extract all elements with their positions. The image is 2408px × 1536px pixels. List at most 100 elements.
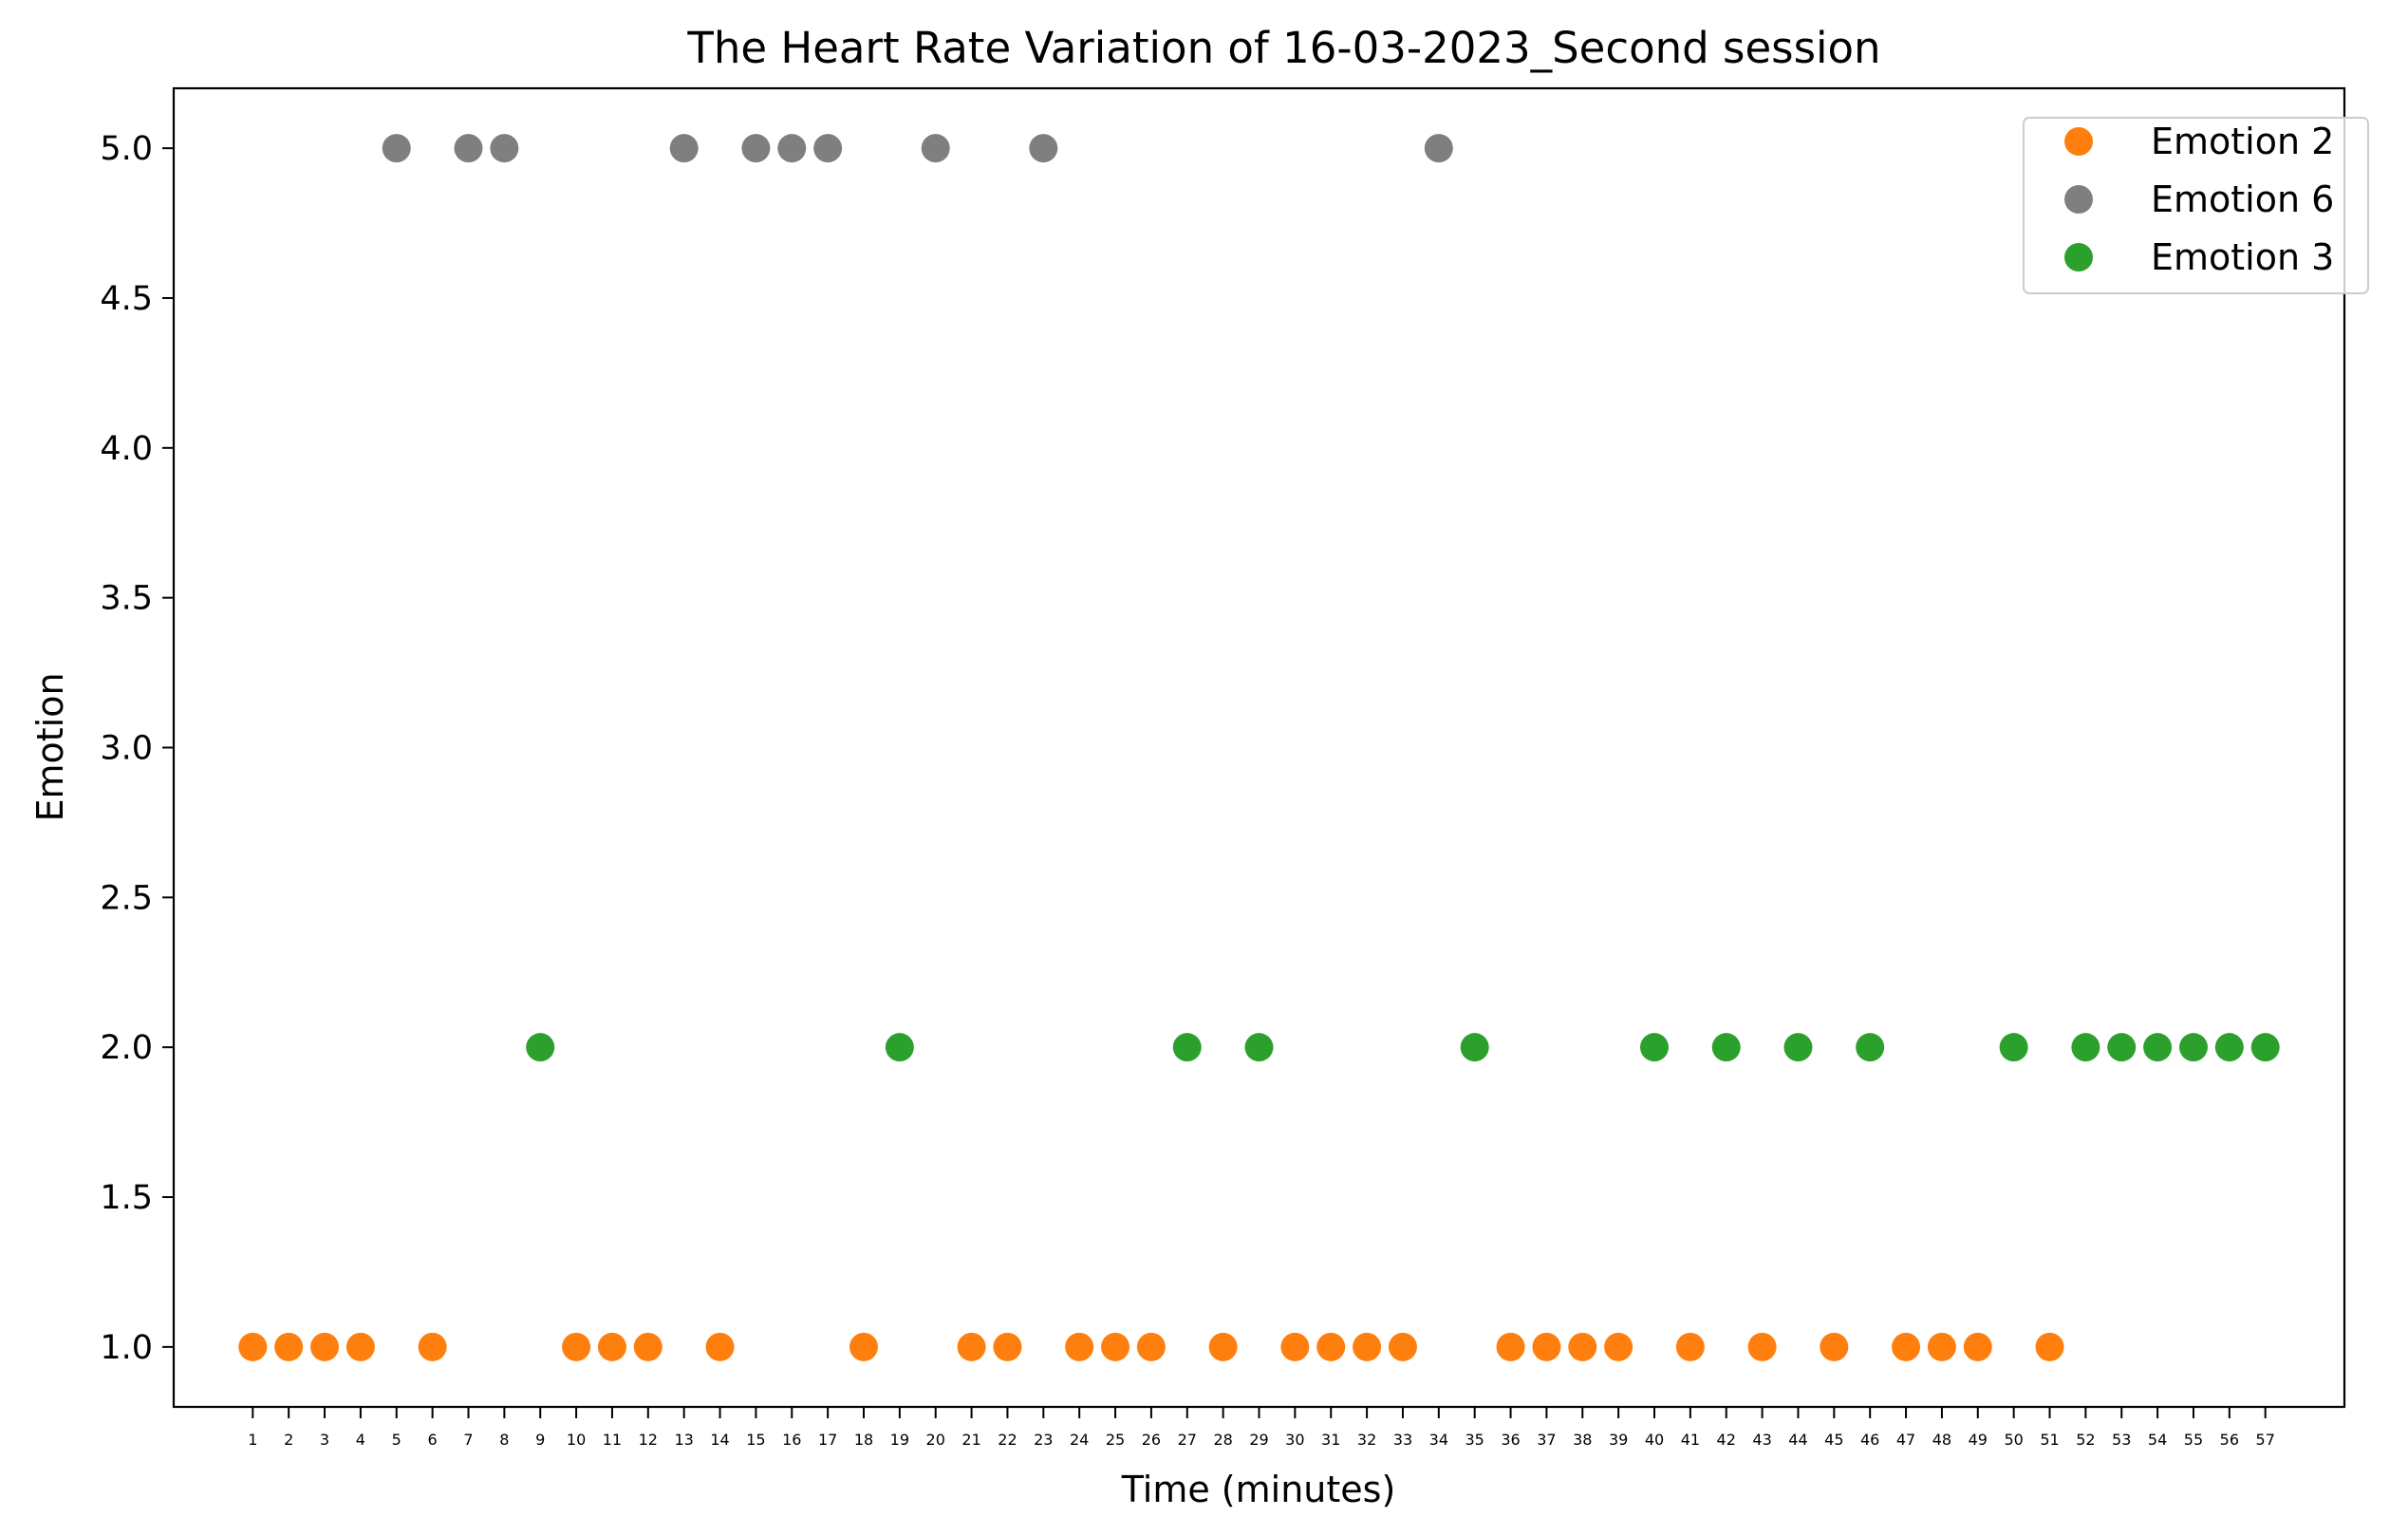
legend-label: Emotion 6 xyxy=(2151,178,2334,220)
legend-marker xyxy=(2064,185,2093,214)
x-tick-label: 40 xyxy=(1645,1431,1664,1449)
data-point xyxy=(1568,1332,1597,1361)
x-tick-label: 9 xyxy=(535,1431,545,1449)
data-point xyxy=(777,134,807,163)
data-point xyxy=(957,1332,986,1361)
data-point xyxy=(1460,1033,1489,1062)
data-point xyxy=(274,1332,304,1361)
data-point xyxy=(741,134,771,163)
y-tick-label: 2.0 xyxy=(100,1029,153,1067)
data-point xyxy=(813,134,843,163)
x-tick-label: 50 xyxy=(2004,1431,2023,1449)
x-tick-label: 35 xyxy=(1465,1431,1484,1449)
x-tick-label: 52 xyxy=(2076,1431,2095,1449)
data-point xyxy=(1783,1033,1813,1062)
data-point xyxy=(1640,1033,1670,1062)
data-point xyxy=(490,134,519,163)
x-tick-label: 7 xyxy=(463,1431,473,1449)
x-tick-label: 41 xyxy=(1681,1431,1700,1449)
data-point xyxy=(345,1332,375,1361)
x-tick-label: 44 xyxy=(1788,1431,1807,1449)
data-point xyxy=(849,1332,878,1361)
data-point xyxy=(1496,1332,1525,1361)
data-point xyxy=(562,1332,591,1361)
x-tick-label: 39 xyxy=(1609,1431,1628,1449)
y-axis: 1.0 1.5 2.0 2.5 3.0 3.5 4.0 4.5 5.0 xyxy=(100,130,174,1367)
x-tick-label: 8 xyxy=(499,1431,509,1449)
x-tick-label: 43 xyxy=(1752,1431,1771,1449)
x-tick-label: 18 xyxy=(854,1431,873,1449)
data-point xyxy=(1172,1033,1202,1062)
data-point xyxy=(1856,1033,1885,1062)
data-point xyxy=(1892,1332,1921,1361)
data-point xyxy=(1820,1332,1849,1361)
x-tick-label: 31 xyxy=(1321,1431,1340,1449)
x-tick-label: 20 xyxy=(926,1431,945,1449)
x-tick-label: 24 xyxy=(1070,1431,1089,1449)
x-tick-label: 42 xyxy=(1717,1431,1736,1449)
x-tick-label: 46 xyxy=(1860,1431,1879,1449)
x-tick-label: 48 xyxy=(1932,1431,1951,1449)
x-tick-label: 53 xyxy=(2112,1431,2131,1449)
x-tick-label: 14 xyxy=(710,1431,729,1449)
y-tick-label: 4.5 xyxy=(100,280,153,318)
x-tick-label: 3 xyxy=(320,1431,329,1449)
legend-box xyxy=(2023,117,2369,294)
x-tick-label: 26 xyxy=(1142,1431,1161,1449)
data-point xyxy=(2143,1033,2173,1062)
data-point xyxy=(2214,1033,2244,1062)
x-tick-label: 57 xyxy=(2256,1431,2275,1449)
data-point xyxy=(2035,1332,2064,1361)
series-1 xyxy=(238,1332,2064,1361)
data-point xyxy=(705,1332,735,1361)
data-point xyxy=(1424,134,1453,163)
x-tick-label: 25 xyxy=(1106,1431,1125,1449)
series-2 xyxy=(382,134,1453,163)
x-tick-label: 27 xyxy=(1178,1431,1197,1449)
legend-label: Emotion 3 xyxy=(2151,236,2334,278)
x-tick-label: 32 xyxy=(1357,1431,1376,1449)
x-axis-label: Time (minutes) xyxy=(1121,1469,1396,1510)
x-tick-label: 55 xyxy=(2184,1431,2203,1449)
y-tick-label: 1.5 xyxy=(100,1179,153,1217)
data-point xyxy=(885,1033,914,1062)
x-tick-label: 33 xyxy=(1393,1431,1412,1449)
data-point xyxy=(1136,1332,1166,1361)
chart-title: The Heart Rate Variation of 16-03-2023_S… xyxy=(686,23,1880,73)
data-point xyxy=(2250,1033,2280,1062)
data-point xyxy=(1101,1332,1130,1361)
data-point xyxy=(1999,1033,2028,1062)
x-tick-label: 34 xyxy=(1429,1431,1448,1449)
x-tick-label: 5 xyxy=(392,1431,401,1449)
x-tick-label: 12 xyxy=(639,1431,658,1449)
x-axis: 1 2 3 4 5 6 7 8 9 10 11 12 13 14 15 16 17 18 19 20 21 22 23 24 2… xyxy=(248,1407,2275,1449)
x-tick-label: 54 xyxy=(2148,1431,2167,1449)
data-point xyxy=(526,1033,555,1062)
legend: Emotion 2 Emotion 6 Emotion 3 xyxy=(2023,117,2369,294)
y-axis-label: Emotion xyxy=(29,672,71,821)
data-point xyxy=(921,134,950,163)
data-point xyxy=(1927,1332,1956,1361)
y-tick-label: 3.0 xyxy=(100,730,153,768)
x-tick-label: 30 xyxy=(1285,1431,1304,1449)
x-tick-label: 21 xyxy=(961,1431,980,1449)
data-point xyxy=(238,1332,268,1361)
x-tick-label: 47 xyxy=(1896,1431,1915,1449)
legend-marker xyxy=(2064,243,2093,272)
data-point xyxy=(418,1332,447,1361)
legend-marker xyxy=(2064,127,2093,156)
data-point xyxy=(633,1332,663,1361)
data-point xyxy=(597,1332,626,1361)
data-point xyxy=(1604,1332,1633,1361)
data-point xyxy=(1675,1332,1705,1361)
x-tick-label: 17 xyxy=(818,1431,837,1449)
x-tick-label: 51 xyxy=(2040,1431,2059,1449)
data-point xyxy=(1244,1033,1274,1062)
y-tick-label: 1.0 xyxy=(100,1329,153,1367)
y-tick-label: 2.5 xyxy=(100,879,153,917)
legend-label: Emotion 2 xyxy=(2151,121,2334,162)
data-point xyxy=(310,1332,340,1361)
